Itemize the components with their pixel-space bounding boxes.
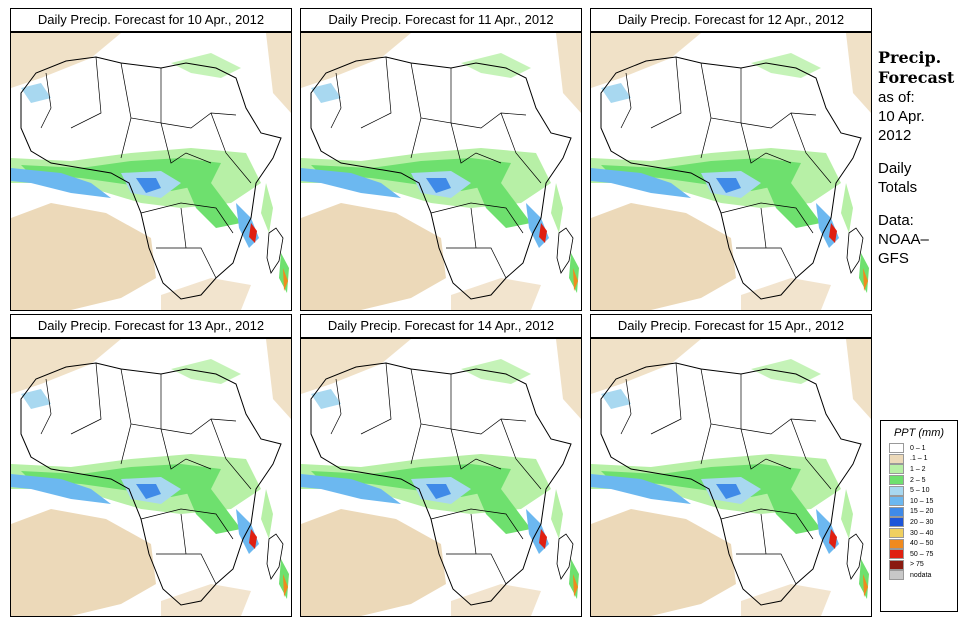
forecast-panel-10-apr: Daily Precip. Forecast for 10 Apr., 2012: [10, 8, 292, 311]
legend-item: 15 – 20: [889, 506, 957, 518]
precip-map: [10, 32, 292, 311]
legend-swatch: [889, 464, 904, 475]
legend-swatch: [889, 528, 904, 539]
forecast-panel-15-apr: Daily Precip. Forecast for 15 Apr., 2012: [590, 314, 872, 617]
legend-label: > 75: [910, 561, 924, 569]
legend-swatch: [889, 453, 904, 464]
sidebar-title-line1: Precip.: [878, 48, 942, 67]
legend-item: .1 – 1: [889, 453, 957, 465]
sidebar-title-line2: Forecast: [878, 68, 955, 87]
legend-swatch: [889, 549, 904, 560]
legend-item: 0 – 1: [889, 443, 957, 454]
data-source-line3: GFS: [878, 250, 909, 267]
legend-swatch: [889, 506, 904, 517]
totals-line1: Daily: [878, 160, 912, 177]
legend-swatch: [889, 485, 904, 496]
forecast-panel-11-apr: Daily Precip. Forecast for 11 Apr., 2012: [300, 8, 582, 311]
legend-item: 30 – 40: [889, 528, 957, 539]
legend-label: nodata: [910, 571, 932, 579]
sidebar-info: Precip. Forecast as of: 10 Apr. 2012 Dai…: [878, 48, 963, 268]
legend-item: nodata: [889, 570, 957, 581]
legend-swatch: [889, 443, 904, 454]
legend-title: PPT (mm): [893, 427, 945, 439]
asof-date-line2: 2012: [878, 127, 912, 144]
legend-item: 40 – 50: [889, 538, 957, 549]
asof-label: as of:: [878, 89, 915, 106]
data-source-line1: Data:: [878, 212, 914, 229]
legend-label: 30 – 40: [910, 529, 934, 537]
legend-label: 50 – 75: [910, 550, 934, 558]
panel-title: Daily Precip. Forecast for 11 Apr., 2012: [300, 8, 582, 32]
forecast-panel-14-apr: Daily Precip. Forecast for 14 Apr., 2012: [300, 314, 582, 617]
legend-label: 20 – 30: [910, 518, 934, 526]
legend-item: 20 – 30: [889, 517, 957, 528]
precip-map: [300, 338, 582, 617]
legend-item: 5 – 10: [889, 485, 957, 496]
panel-title: Daily Precip. Forecast for 15 Apr., 2012: [590, 314, 872, 338]
legend-swatch: [889, 559, 904, 570]
legend-item: 50 – 75: [889, 549, 957, 560]
data-source-line2: NOAA–: [878, 231, 929, 248]
legend-swatch: [889, 496, 904, 507]
precip-map: [300, 32, 582, 311]
legend-label: .1 – 1: [910, 455, 928, 463]
legend-label: 2 – 5: [910, 476, 926, 484]
legend-label: 5 – 10: [910, 487, 930, 495]
precip-map: [590, 32, 872, 311]
forecast-panel-13-apr: Daily Precip. Forecast for 13 Apr., 2012: [10, 314, 292, 617]
panel-title: Daily Precip. Forecast for 10 Apr., 2012: [10, 8, 292, 32]
legend-swatch: [889, 517, 904, 528]
legend-swatch: [889, 538, 904, 549]
legend-label: 15 – 20: [910, 508, 934, 516]
legend-item: 1 – 2: [889, 464, 957, 475]
legend-item: 2 – 5: [889, 475, 957, 486]
precip-map: [590, 338, 872, 617]
legend-swatch: [889, 570, 904, 581]
asof-date-line1: 10 Apr.: [878, 108, 925, 125]
panel-title: Daily Precip. Forecast for 14 Apr., 2012: [300, 314, 582, 338]
legend-item: > 75: [889, 559, 957, 571]
precip-map: [10, 338, 292, 617]
legend-label: 10 – 15: [910, 497, 934, 505]
totals-line2: Totals: [878, 179, 918, 196]
legend-label: 1 – 2: [910, 465, 926, 473]
legend-swatch: [889, 475, 904, 486]
legend-label: 40 – 50: [910, 540, 934, 548]
legend-label: 0 – 1: [910, 444, 926, 452]
precip-legend: PPT (mm) 0 – 1 .1 – 1 1 – 2 2 – 5 5 – 10 10 –…: [880, 420, 958, 612]
panel-title: Daily Precip. Forecast for 12 Apr., 2012: [590, 8, 872, 32]
forecast-panel-12-apr: Daily Precip. Forecast for 12 Apr., 2012: [590, 8, 872, 311]
panel-title: Daily Precip. Forecast for 13 Apr., 2012: [10, 314, 292, 338]
legend-item: 10 – 15: [889, 496, 957, 507]
